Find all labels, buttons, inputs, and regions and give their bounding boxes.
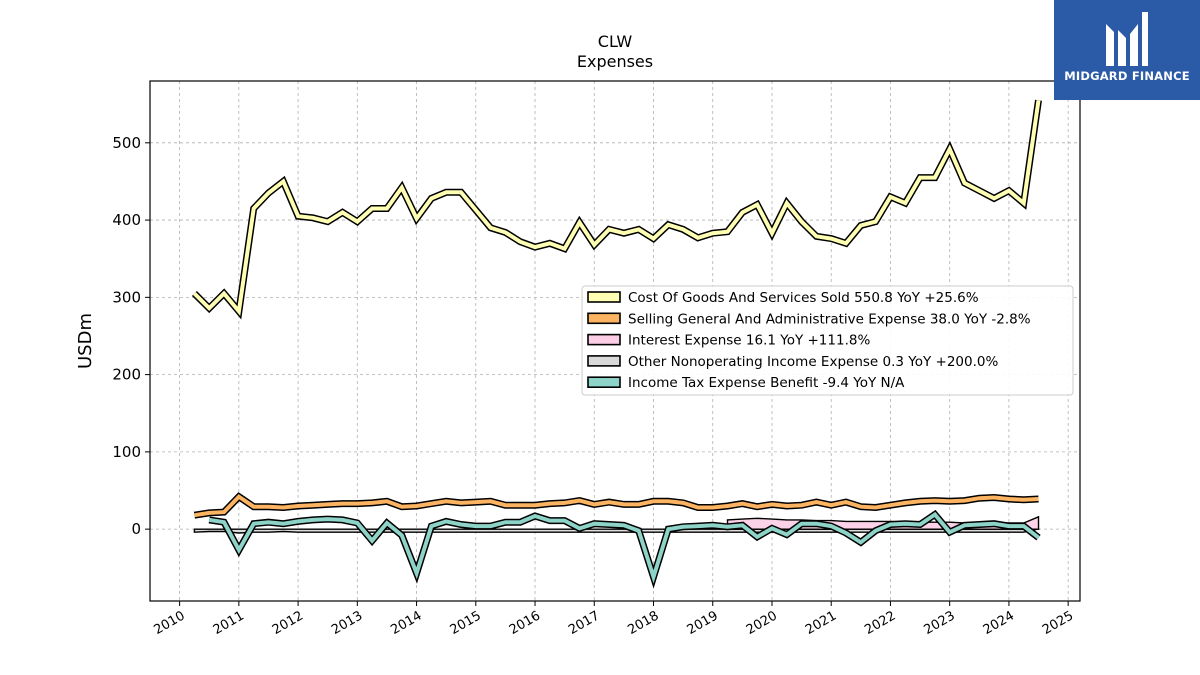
y-axis-label: USDm	[75, 313, 96, 369]
y-tick-label: 500	[112, 134, 141, 152]
chart-subtitle: Expenses	[577, 52, 653, 71]
x-tick-label: 2015	[448, 608, 484, 638]
x-axis-ticks: 2010 2011 2012 2013 2014 2015 2016 2017 2018 2019…	[151, 601, 1076, 638]
y-tick-label: 100	[112, 443, 141, 461]
x-tick-label: 2012	[270, 608, 306, 638]
brand-logo: MIDGARD FINANCE	[1054, 0, 1200, 100]
selling-general-and-administrative-expense-line	[194, 494, 1039, 518]
x-tick-label: 2021	[803, 608, 839, 638]
legend-entry: Cost Of Goods And Services Sold 550.8 Yo…	[628, 290, 979, 306]
x-tick-label: 2017	[566, 608, 602, 638]
cost-of-goods-and-services-sold-outline	[191, 99, 1042, 320]
x-tick-label: 2022	[862, 608, 898, 638]
legend-entry: Other Nonoperating Income Expense 0.3 Yo…	[628, 354, 998, 370]
legend-swatch	[587, 312, 621, 325]
y-tick-label: 200	[112, 366, 141, 384]
legend: Cost Of Goods And Services Sold 550.8 Yo…	[581, 285, 1074, 396]
legend-box	[581, 285, 1074, 396]
x-tick-label: 2025	[1040, 608, 1076, 638]
x-tick-label: 2020	[744, 608, 780, 638]
income-tax-expense-benefit-line	[208, 511, 1040, 584]
x-tick-label: 2011	[211, 608, 247, 638]
x-tick-label: 2014	[388, 608, 424, 638]
y-tick-label: 0	[131, 520, 141, 538]
y-tick-label: 400	[112, 211, 141, 229]
legend-entry: Income Tax Expense Benefit -9.4 YoY N/A	[628, 375, 905, 391]
x-tick-label: 2016	[507, 608, 543, 638]
brand-name: MIDGARD FINANCE	[1064, 69, 1190, 83]
x-tick-label: 2010	[151, 608, 187, 638]
legend-swatch	[587, 291, 621, 303]
cost-of-goods-and-services-sold-line	[192, 100, 1041, 317]
y-tick-label: 300	[112, 288, 141, 306]
x-tick-label: 2023	[922, 608, 958, 638]
x-tick-label: 2024	[981, 608, 1017, 638]
x-tick-label: 2013	[329, 608, 365, 638]
legend-entry: Interest Expense 16.1 YoY +111.8%	[628, 333, 870, 349]
plot-frame	[149, 80, 1081, 602]
legend-swatch	[587, 376, 621, 389]
y-axis-ticks: 0 100 200 300 400 500	[112, 134, 150, 538]
chart-title: CLW	[598, 32, 633, 51]
x-tick-label: 2018	[625, 608, 661, 638]
legend-swatch	[587, 355, 621, 367]
x-tick-label: 2019	[685, 608, 721, 638]
series-lines	[191, 99, 1042, 589]
legend-swatch	[587, 333, 621, 346]
other-nonoperating-income-expense-area	[193, 528, 1040, 534]
midgard-m-logo-icon	[1106, 12, 1148, 66]
legend-entry: Selling General And Administrative Expen…	[628, 311, 1031, 327]
